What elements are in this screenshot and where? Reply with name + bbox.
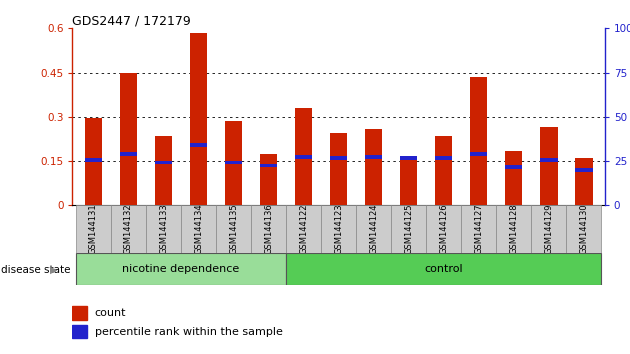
Text: GSM144126: GSM144126	[439, 203, 448, 253]
Bar	[365, 155, 382, 159]
Text: percentile rank within the sample: percentile rank within the sample	[94, 326, 283, 337]
Text: GSM144131: GSM144131	[89, 203, 98, 253]
Bar	[496, 205, 531, 253]
Text: GSM144124: GSM144124	[369, 203, 378, 253]
Bar	[435, 156, 452, 160]
Text: ▶: ▶	[50, 265, 58, 275]
Text: GSM144125: GSM144125	[404, 203, 413, 253]
Bar	[470, 152, 488, 156]
Bar	[76, 253, 286, 285]
Bar	[72, 306, 88, 320]
Bar	[260, 164, 277, 167]
Bar	[356, 205, 391, 253]
Bar	[321, 205, 356, 253]
Text: GSM144130: GSM144130	[580, 203, 588, 253]
Text: GSM144132: GSM144132	[124, 203, 133, 253]
Bar	[190, 143, 207, 147]
Bar	[84, 158, 102, 161]
Text: GSM144135: GSM144135	[229, 203, 238, 253]
Bar	[295, 108, 312, 205]
Bar	[120, 152, 137, 156]
Bar	[155, 161, 172, 165]
Bar	[260, 154, 277, 205]
Bar	[146, 205, 181, 253]
Bar	[531, 205, 566, 253]
Text: count: count	[94, 308, 126, 318]
Bar	[286, 253, 601, 285]
Bar	[286, 205, 321, 253]
Bar	[181, 205, 216, 253]
Text: GSM144136: GSM144136	[264, 203, 273, 253]
Bar	[426, 205, 461, 253]
Bar	[76, 205, 111, 253]
Text: GSM144128: GSM144128	[509, 203, 518, 253]
Text: disease state: disease state	[1, 265, 71, 275]
Bar	[400, 156, 418, 205]
Text: nicotine dependence: nicotine dependence	[122, 264, 239, 274]
Bar	[216, 205, 251, 253]
Bar	[330, 156, 347, 160]
Bar	[330, 133, 347, 205]
Bar	[225, 161, 243, 165]
Bar	[400, 156, 418, 160]
Bar	[505, 165, 522, 169]
Bar	[391, 205, 426, 253]
Text: GSM144133: GSM144133	[159, 203, 168, 253]
Bar	[120, 73, 137, 205]
Bar	[190, 33, 207, 205]
Bar	[295, 155, 312, 159]
Bar	[225, 121, 243, 205]
Text: GSM144122: GSM144122	[299, 203, 308, 253]
Text: control: control	[425, 264, 463, 274]
Bar	[575, 168, 593, 172]
Bar	[435, 136, 452, 205]
Bar	[461, 205, 496, 253]
Bar	[540, 127, 558, 205]
Bar	[155, 136, 172, 205]
Bar	[111, 205, 146, 253]
Text: GSM144123: GSM144123	[334, 203, 343, 253]
Bar	[251, 205, 286, 253]
Bar	[84, 118, 102, 205]
Bar	[540, 158, 558, 161]
Bar	[72, 325, 88, 338]
Text: GSM144129: GSM144129	[544, 203, 553, 253]
Bar	[566, 205, 601, 253]
Text: GDS2447 / 172179: GDS2447 / 172179	[72, 14, 191, 27]
Bar	[470, 77, 488, 205]
Text: GSM144127: GSM144127	[474, 203, 483, 253]
Bar	[505, 151, 522, 205]
Text: GSM144134: GSM144134	[194, 203, 203, 253]
Bar	[575, 158, 593, 205]
Bar	[365, 129, 382, 205]
